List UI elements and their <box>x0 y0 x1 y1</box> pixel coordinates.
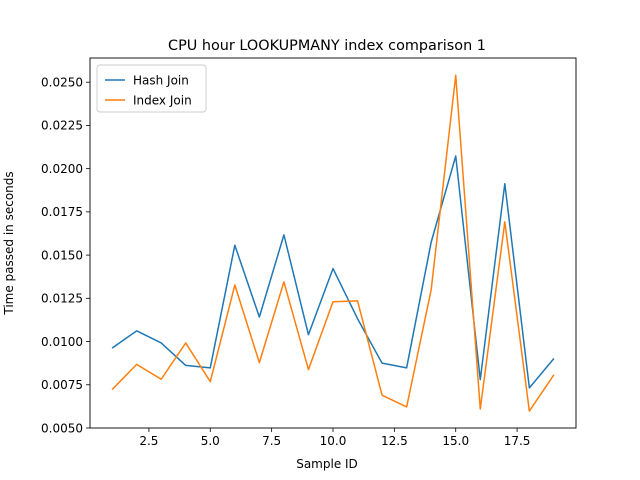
y-tick-label: 0.0050 <box>41 421 83 435</box>
y-tick-label: 0.0150 <box>41 248 83 262</box>
y-tick-label: 0.0250 <box>41 76 83 90</box>
legend-label: Hash Join <box>133 73 189 87</box>
x-tick-label: 5.0 <box>201 434 220 448</box>
x-axis: 2.5 5.0 7.5 10.0 12.5 15.0 17.5 <box>139 428 530 448</box>
y-tick-label: 0.0225 <box>41 119 83 133</box>
y-tick-label: 0.0175 <box>41 205 83 219</box>
y-axis: 0.0050 0.0075 0.0100 0.0125 0.0150 0.0175 0.02… <box>41 76 90 435</box>
x-tick-label: 17.5 <box>504 434 531 448</box>
y-tick-label: 0.0125 <box>41 292 83 306</box>
y-axis-label: Time passed in seconds <box>2 171 16 315</box>
x-tick-label: 7.5 <box>262 434 281 448</box>
x-axis-label: Sample ID <box>296 457 358 471</box>
series-line-index-join <box>111 74 555 412</box>
plot-frame <box>89 57 577 429</box>
x-tick-label: 10.0 <box>320 434 347 448</box>
x-tick-label: 2.5 <box>139 434 158 448</box>
series-layer <box>111 74 555 412</box>
legend: Hash Join Index Join <box>96 64 207 113</box>
x-tick-label: 12.5 <box>381 434 408 448</box>
series-line-hash-join <box>111 155 555 389</box>
chart-title: CPU hour LOOKUPMANY index comparison 1 <box>168 38 486 54</box>
y-tick-label: 0.0075 <box>41 378 83 392</box>
y-tick-label: 0.0200 <box>41 162 83 176</box>
legend-label: Index Join <box>133 93 192 107</box>
x-tick-label: 15.0 <box>442 434 469 448</box>
y-tick-label: 0.0100 <box>41 335 83 349</box>
